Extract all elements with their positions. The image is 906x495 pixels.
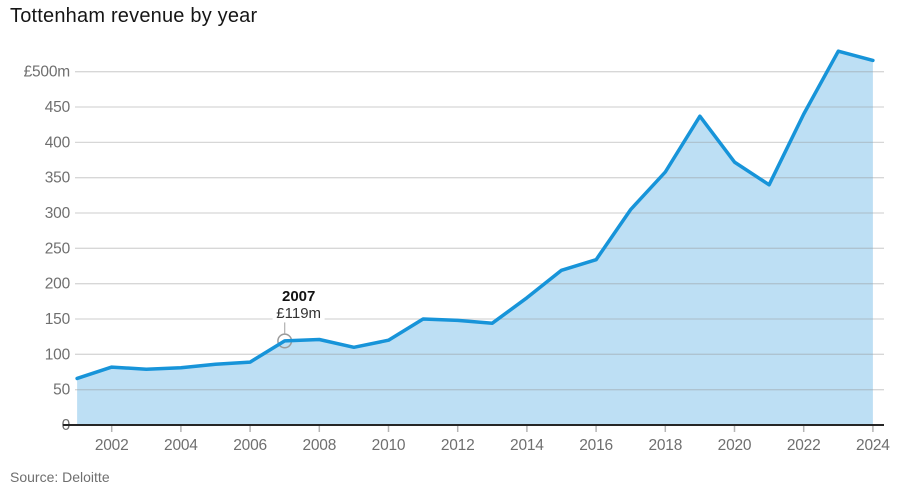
x-tick-label: 2018	[648, 437, 682, 454]
x-tick-label: 2012	[441, 437, 475, 454]
y-tick-label: 300	[45, 205, 71, 222]
x-tick-label: 2004	[164, 437, 198, 454]
y-tick-label: 250	[45, 240, 71, 257]
y-tick-label: 200	[45, 276, 71, 293]
revenue-line	[75, 49, 875, 381]
annotation-2007: 2007 £119m	[272, 287, 326, 322]
x-tick-label: 2014	[510, 437, 544, 454]
x-tick-label: 2008	[302, 437, 336, 454]
y-tick-label: 350	[45, 170, 71, 187]
x-tick-label: 2022	[787, 437, 821, 454]
y-tick-label: 450	[45, 99, 71, 116]
x-tick-label: 2024	[856, 437, 890, 454]
x-tick-label: 2002	[95, 437, 129, 454]
y-tick-label: 150	[45, 311, 71, 328]
revenue-area	[77, 51, 873, 425]
annotation-value-label: £119m	[272, 304, 326, 322]
x-tick-label: 2006	[233, 437, 267, 454]
x-tick-label: 2020	[718, 437, 752, 454]
source-note: Source: Deloitte	[10, 469, 110, 485]
x-tick-label: 2016	[579, 437, 613, 454]
y-tick-label: 400	[45, 134, 71, 151]
annotation-year-label: 2007	[272, 287, 326, 305]
x-tick-label: 2010	[372, 437, 406, 454]
page-title: Tottenham revenue by year	[10, 5, 258, 27]
y-tick-label: £500m	[24, 64, 70, 81]
y-tick-label: 50	[53, 382, 70, 399]
y-tick-label: 100	[45, 346, 71, 363]
